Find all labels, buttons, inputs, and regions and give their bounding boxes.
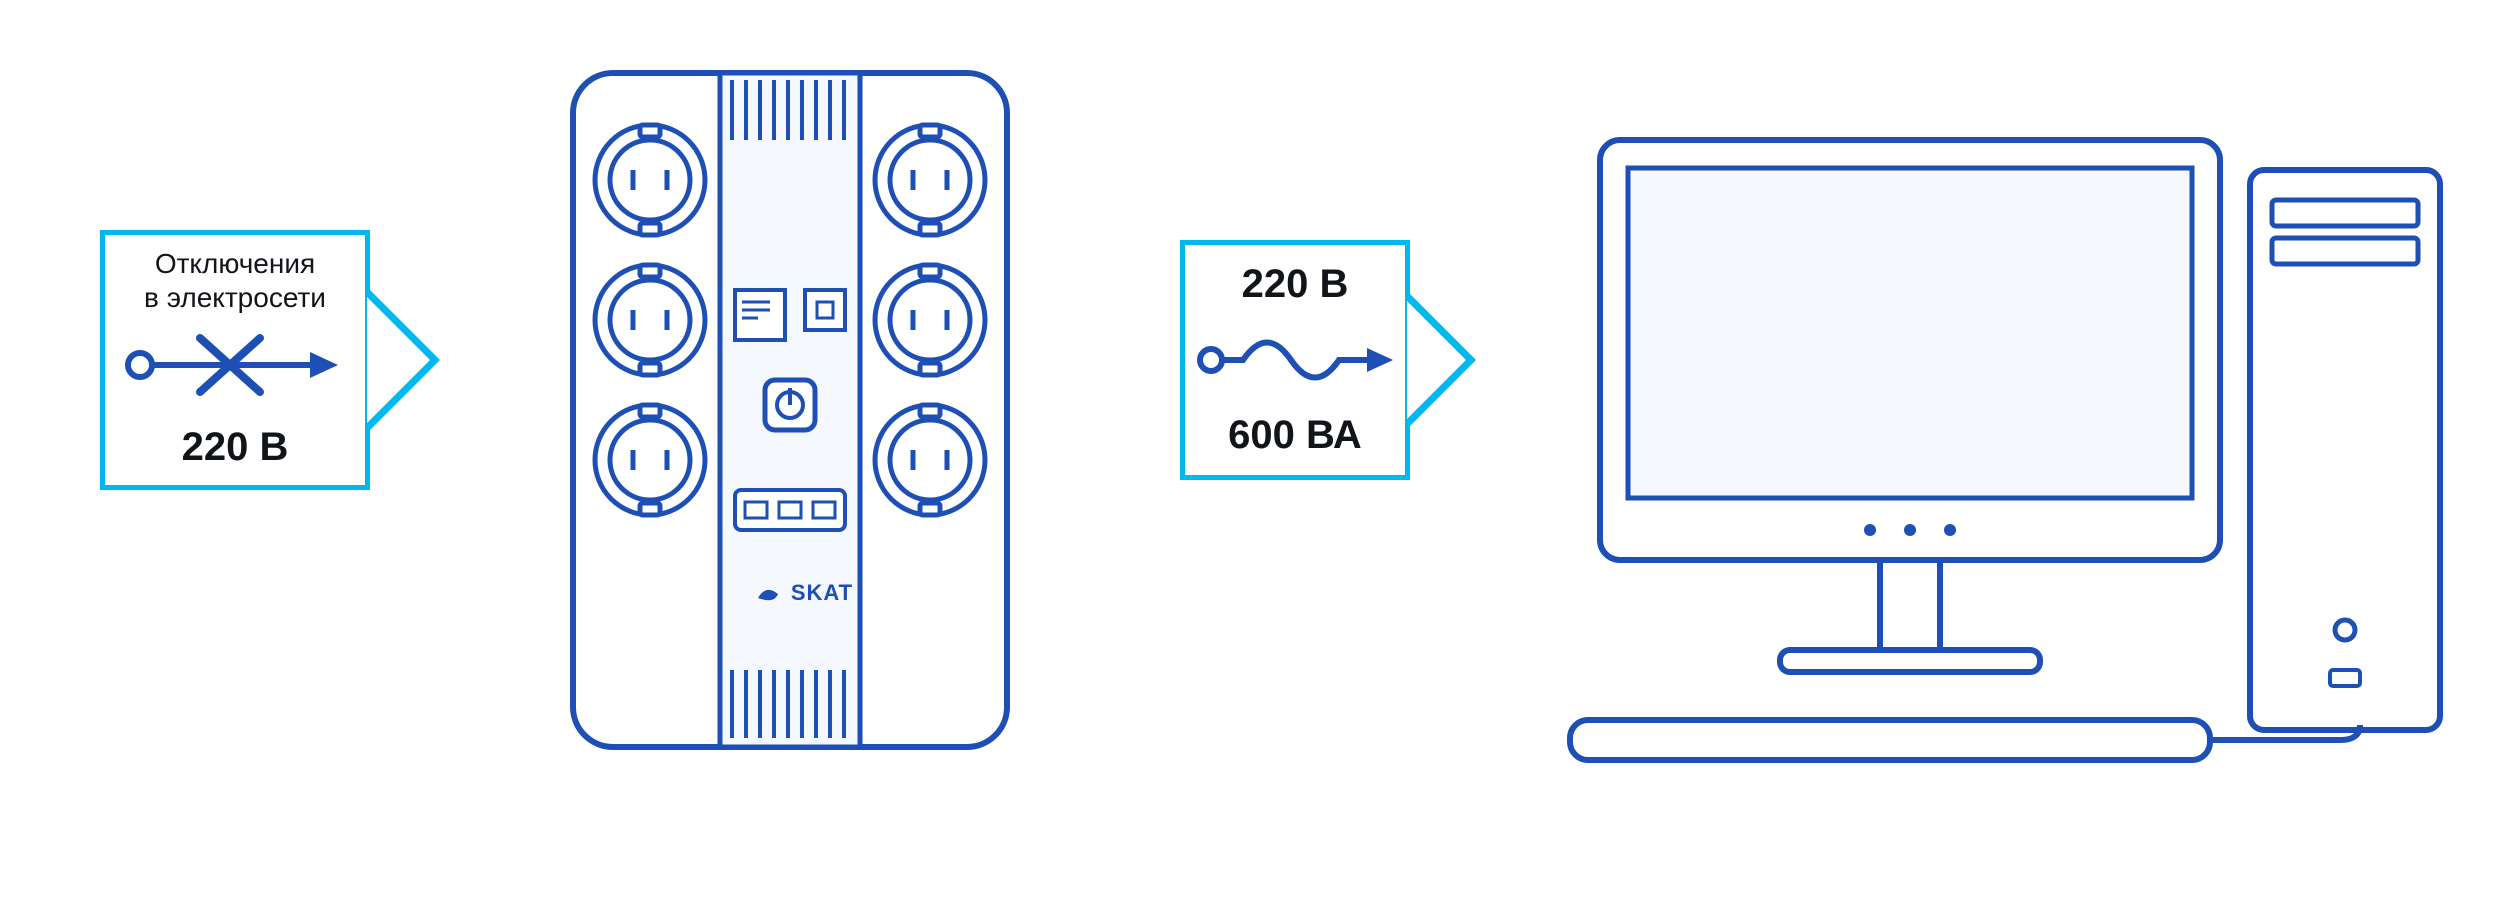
- callout2-arrow-inner: [1407, 301, 1466, 419]
- outlet-icon: [875, 405, 985, 515]
- callout1-line1: Отключения: [100, 248, 370, 280]
- callout1-arrow-inner: [367, 297, 430, 423]
- callout2-top-value: 220 В: [1180, 262, 1410, 307]
- outlet-icon: [875, 265, 985, 375]
- callout2-bottom-value: 600 ВА: [1180, 413, 1410, 458]
- outlet-icon: [875, 125, 985, 235]
- outlet-icon: [595, 265, 705, 375]
- ups-device: [570, 70, 1010, 770]
- callout1-line2: в электросети: [100, 282, 370, 314]
- ups-brand-label: SKAT: [782, 580, 862, 606]
- outlet-icon: [595, 125, 705, 235]
- outlet-icon: [595, 405, 705, 515]
- callout-power-outage: Отключения в электросети 220 В: [100, 230, 370, 490]
- computer-icon: [1560, 130, 2480, 780]
- callout-output: 220 В 600 ВА: [1180, 240, 1410, 480]
- sine-signal-icon: [1195, 330, 1405, 390]
- broken-signal-icon: [120, 330, 350, 400]
- diagram-stage: Отключения в электросети 220 В: [0, 0, 2500, 907]
- callout1-voltage: 220 В: [100, 425, 370, 470]
